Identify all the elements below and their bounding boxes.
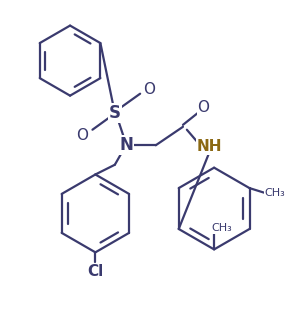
Text: O: O — [143, 82, 155, 97]
Text: O: O — [76, 128, 88, 143]
Text: CH₃: CH₃ — [211, 223, 232, 233]
Text: Cl: Cl — [87, 264, 103, 279]
Text: NH: NH — [196, 139, 222, 154]
Text: S: S — [109, 104, 121, 122]
Text: CH₃: CH₃ — [264, 188, 285, 198]
Text: N: N — [120, 136, 133, 154]
Text: O: O — [198, 100, 209, 115]
